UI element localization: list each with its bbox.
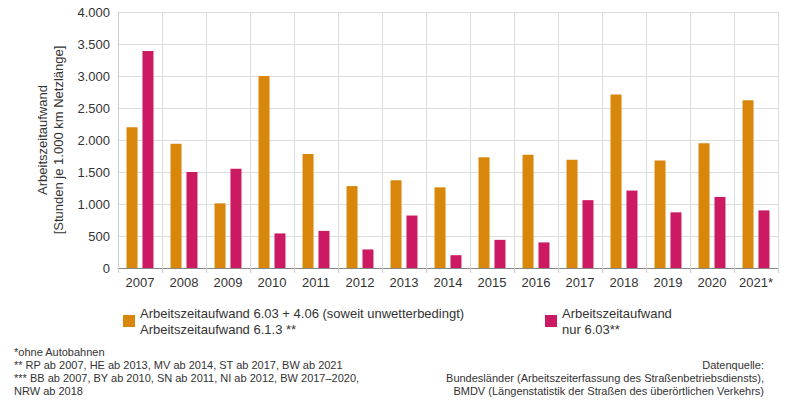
- svg-text:1.000: 1.000: [77, 197, 110, 212]
- svg-text:*ohne Autobahnen: *ohne Autobahnen: [14, 346, 105, 358]
- svg-text:BMDV (Längenstatistik der Stra: BMDV (Längenstatistik der Straßen des üb…: [453, 385, 764, 397]
- svg-text:3.500: 3.500: [77, 37, 110, 52]
- svg-text:** RP ab 2007, HE ab 2013, MV: ** RP ab 2007, HE ab 2013, MV ab 2014, S…: [14, 359, 343, 371]
- svg-text:NRW ab 2018: NRW ab 2018: [14, 385, 83, 397]
- svg-text:2016: 2016: [522, 275, 551, 290]
- svg-text:Bundesländer (Arbeitszeiterfas: Bundesländer (Arbeitszeiterfassung des S…: [446, 372, 764, 384]
- svg-text:2008: 2008: [170, 275, 199, 290]
- svg-text:2013: 2013: [390, 275, 419, 290]
- svg-text:2020: 2020: [698, 275, 727, 290]
- svg-text:Arbeitszeitaufwand: Arbeitszeitaufwand: [562, 306, 672, 321]
- svg-text:4.000: 4.000: [77, 5, 110, 20]
- svg-text:Datenquelle:: Datenquelle:: [702, 359, 764, 371]
- svg-text:nur 6.03**: nur 6.03**: [562, 322, 620, 337]
- svg-text:500: 500: [88, 229, 110, 244]
- svg-text:2018: 2018: [610, 275, 639, 290]
- svg-text:2021*: 2021*: [739, 275, 773, 290]
- svg-text:2015: 2015: [478, 275, 507, 290]
- svg-text:2.500: 2.500: [77, 101, 110, 116]
- svg-text:0: 0: [103, 261, 110, 276]
- svg-text:Arbeitszeitaufwand 6.03 + 4.06: Arbeitszeitaufwand 6.03 + 4.06 (soweit u…: [140, 306, 464, 321]
- svg-text:2011: 2011: [302, 275, 330, 290]
- svg-text:2012: 2012: [346, 275, 375, 290]
- svg-text:[Stunden je 1.000 km Netzlänge: [Stunden je 1.000 km Netzlänge]: [51, 46, 66, 235]
- svg-text:2017: 2017: [566, 275, 595, 290]
- svg-text:2007: 2007: [126, 275, 155, 290]
- svg-text:Arbeitszeitaufwand 6.1.3 **: Arbeitszeitaufwand 6.1.3 **: [140, 322, 296, 337]
- svg-text:3.000: 3.000: [77, 69, 110, 84]
- svg-text:2.000: 2.000: [77, 133, 110, 148]
- svg-text:2019: 2019: [654, 275, 683, 290]
- svg-text:*** BB ab 2007, BY ab 2010, SN: *** BB ab 2007, BY ab 2010, SN ab 2011, …: [14, 372, 359, 384]
- svg-text:Arbeitszeitaufwand: Arbeitszeitaufwand: [35, 85, 50, 195]
- svg-text:2009: 2009: [214, 275, 243, 290]
- svg-text:2010: 2010: [258, 275, 287, 290]
- svg-text:1.500: 1.500: [77, 165, 110, 180]
- svg-text:2014: 2014: [434, 275, 463, 290]
